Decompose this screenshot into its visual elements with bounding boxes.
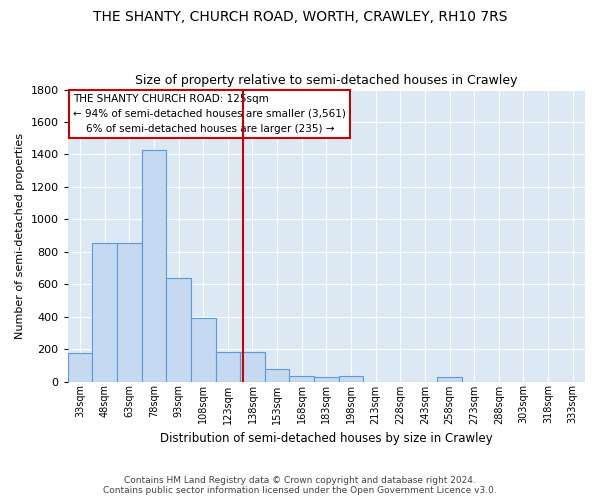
Bar <box>314 378 338 382</box>
Bar <box>166 278 191 382</box>
Text: THE SHANTY CHURCH ROAD: 125sqm
← 94% of semi-detached houses are smaller (3,561): THE SHANTY CHURCH ROAD: 125sqm ← 94% of … <box>73 94 346 134</box>
Bar <box>215 352 240 382</box>
Title: Size of property relative to semi-detached houses in Crawley: Size of property relative to semi-detach… <box>135 74 518 87</box>
Bar <box>289 376 314 382</box>
Y-axis label: Number of semi-detached properties: Number of semi-detached properties <box>15 132 25 338</box>
Bar <box>265 370 289 382</box>
Text: THE SHANTY, CHURCH ROAD, WORTH, CRAWLEY, RH10 7RS: THE SHANTY, CHURCH ROAD, WORTH, CRAWLEY,… <box>93 10 507 24</box>
Bar <box>191 318 215 382</box>
Text: Contains HM Land Registry data © Crown copyright and database right 2024.
Contai: Contains HM Land Registry data © Crown c… <box>103 476 497 495</box>
Bar <box>240 352 265 382</box>
X-axis label: Distribution of semi-detached houses by size in Crawley: Distribution of semi-detached houses by … <box>160 432 493 445</box>
Bar <box>437 378 462 382</box>
Bar <box>142 150 166 382</box>
Bar <box>117 243 142 382</box>
Bar <box>338 376 364 382</box>
Bar <box>68 353 92 382</box>
Bar <box>92 243 117 382</box>
